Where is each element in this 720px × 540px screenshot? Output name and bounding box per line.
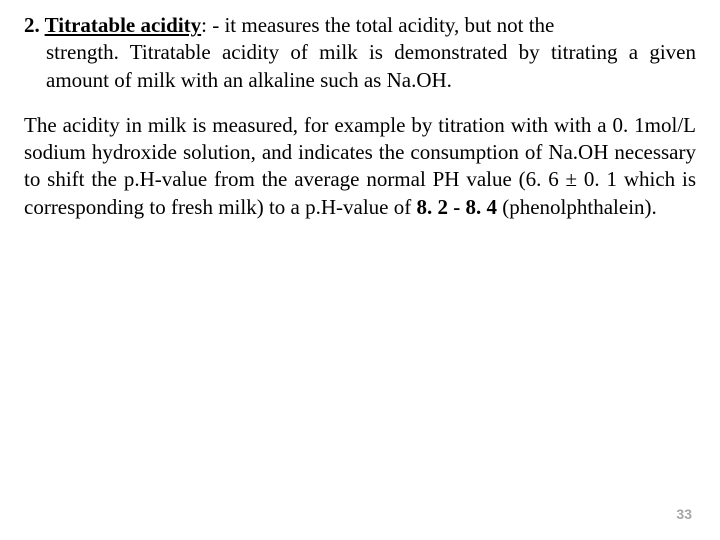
paragraph-2-bold-range: 8. 2 - 8. 4 [416, 195, 497, 219]
paragraph-2: The acidity in milk is measured, for exa… [24, 112, 696, 221]
heading-tail-firstline: it measures the total acidity, but not t… [224, 13, 554, 37]
page-number: 33 [676, 506, 692, 522]
heading-colon-dash: : - [201, 13, 224, 37]
heading-line: 2. Titratable acidity: - it measures the… [24, 12, 696, 39]
paragraph-2-part2: (phenolphthalein). [497, 195, 657, 219]
heading-title: Titratable acidity [45, 13, 202, 37]
heading-number: 2. [24, 13, 45, 37]
paragraph-1-continued: strength. Titratable acidity of milk is … [24, 39, 696, 94]
